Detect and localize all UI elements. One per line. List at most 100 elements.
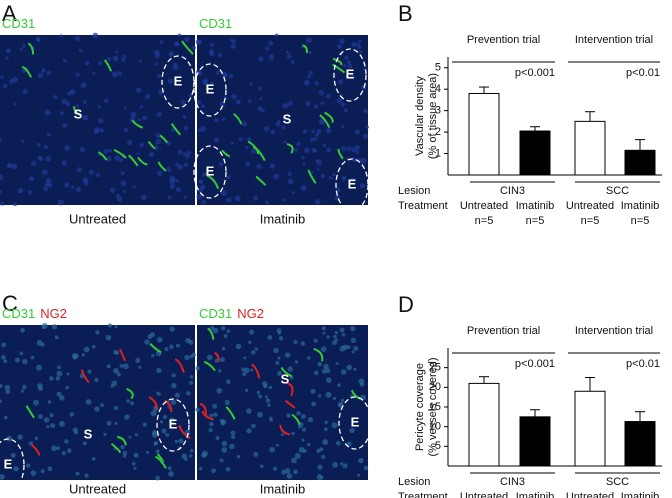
nucleus: [226, 379, 231, 385]
nucleus: [316, 129, 322, 134]
x-tick-label: Imatinib: [516, 491, 555, 498]
vessel: [313, 348, 324, 362]
nucleus: [186, 391, 191, 396]
nucleus: [72, 427, 78, 433]
nucleus: [311, 401, 317, 407]
nucleus: [139, 105, 144, 109]
nucleus: [244, 388, 249, 392]
nucleus: [91, 457, 96, 461]
nucleus: [156, 336, 163, 343]
nucleus: [173, 62, 177, 67]
nucleus: [268, 40, 274, 46]
nucleus: [256, 164, 262, 170]
nucleus: [258, 56, 264, 62]
nucleus: [33, 399, 40, 406]
nucleus: [298, 446, 305, 453]
vessel: [126, 387, 134, 400]
region-label: S: [281, 371, 290, 386]
nucleus: [225, 196, 232, 203]
nucleus: [114, 50, 119, 54]
nucleus: [246, 428, 252, 434]
nucleus: [286, 54, 292, 59]
nucleus: [56, 370, 63, 377]
vessel: [137, 156, 148, 166]
nucleus: [136, 87, 142, 93]
vessel: [170, 123, 182, 136]
nucleus: [151, 431, 158, 438]
nucleus: [334, 331, 339, 335]
nucleus: [40, 469, 45, 474]
nucleus: [310, 171, 314, 175]
bar: [519, 130, 551, 176]
nucleus: [313, 104, 319, 109]
nucleus: [226, 329, 231, 333]
nucleus: [288, 101, 293, 107]
nucleus: [268, 385, 273, 390]
stain-label: CD31: [2, 16, 35, 31]
nucleus: [231, 93, 237, 100]
nucleus: [332, 397, 336, 401]
nucleus: [322, 331, 326, 335]
nucleus: [17, 434, 23, 440]
nucleus: [79, 146, 86, 153]
nucleus: [149, 332, 156, 338]
nucleus: [113, 367, 119, 374]
nucleus: [69, 412, 75, 417]
nucleus: [1, 342, 6, 348]
nucleus: [296, 141, 301, 147]
nucleus: [127, 139, 133, 146]
nucleus: [313, 137, 317, 141]
nucleus: [115, 350, 119, 355]
nucleus: [263, 383, 268, 389]
nucleus: [350, 177, 356, 183]
y-axis-label-sub: (% of tissue area): [427, 73, 439, 159]
nucleus: [306, 37, 313, 44]
nucleus: [320, 174, 326, 179]
nucleus: [103, 432, 107, 437]
bar: [468, 92, 500, 176]
region-label: S: [84, 426, 93, 441]
nucleus: [47, 466, 53, 472]
nucleus: [336, 97, 343, 104]
nucleus: [65, 101, 71, 107]
micrograph: [0, 325, 195, 480]
nucleus: [251, 423, 256, 429]
nucleus: [291, 431, 295, 436]
nucleus: [286, 413, 291, 418]
nucleus: [195, 365, 200, 371]
nucleus: [202, 450, 208, 457]
vessel: [155, 455, 167, 469]
nucleus: [35, 36, 41, 42]
vessel: [118, 348, 126, 362]
nucleus: [54, 335, 59, 340]
nucleus: [169, 326, 175, 332]
nucleus: [156, 391, 160, 395]
nucleus: [121, 57, 126, 62]
nucleus: [181, 453, 188, 460]
nucleus: [71, 185, 75, 189]
nucleus: [167, 195, 172, 200]
nucleus: [317, 464, 323, 470]
nucleus: [21, 139, 25, 144]
nucleus: [363, 133, 368, 139]
y-axis-label-sub: (% vessels covered): [427, 357, 439, 456]
nucleus: [340, 398, 345, 403]
nucleus: [139, 142, 144, 148]
nucleus: [0, 189, 2, 194]
nucleus: [318, 90, 325, 96]
y-axis-label: Pericyte coverage: [414, 363, 426, 451]
nucleus: [27, 190, 32, 195]
nucleus: [358, 378, 365, 385]
nucleus: [188, 340, 194, 345]
nucleus: [144, 339, 150, 345]
nucleus: [286, 473, 293, 479]
group-title: Intervention trial: [575, 34, 653, 46]
nucleus: [92, 32, 99, 39]
panel-label: B: [398, 1, 413, 26]
nucleus: [0, 75, 4, 79]
nucleus: [82, 114, 89, 121]
nucleus: [166, 166, 172, 172]
vessel: [255, 175, 267, 186]
nucleus: [341, 124, 345, 128]
